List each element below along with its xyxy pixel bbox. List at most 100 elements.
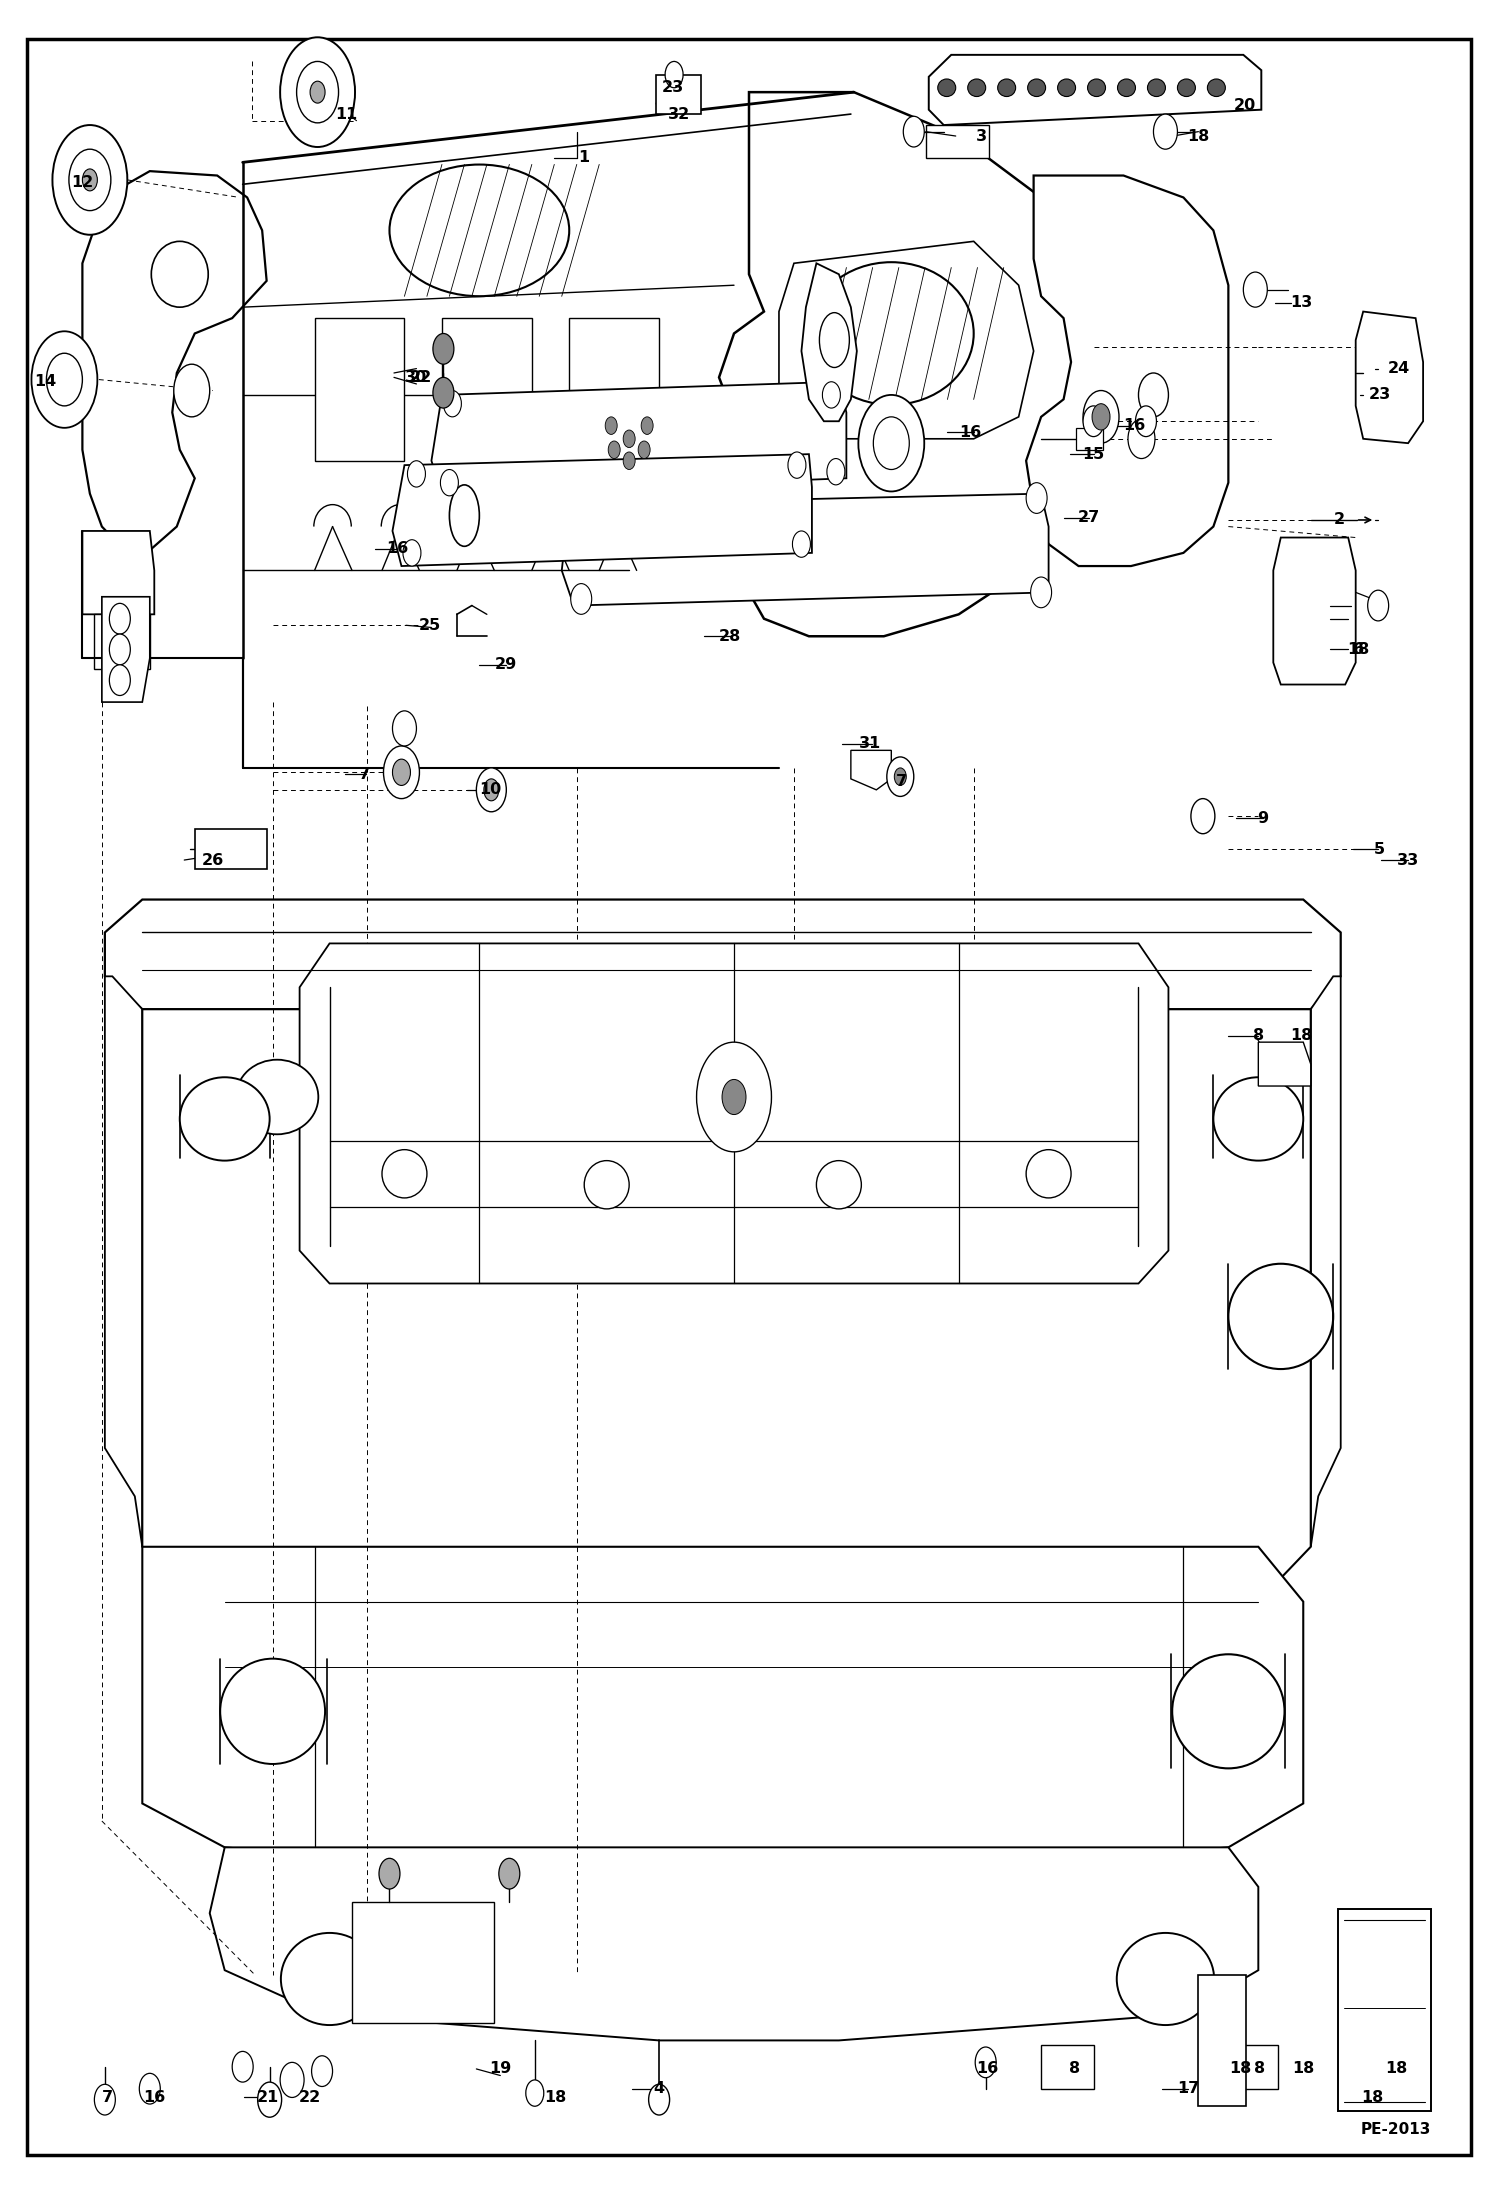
Text: 18: 18 <box>1291 1029 1312 1042</box>
Text: 18: 18 <box>1386 2062 1407 2076</box>
Polygon shape <box>210 1847 1258 2040</box>
Circle shape <box>1243 272 1267 307</box>
Polygon shape <box>562 494 1049 606</box>
Ellipse shape <box>1207 79 1225 97</box>
Ellipse shape <box>938 79 956 97</box>
Polygon shape <box>300 943 1168 1283</box>
Circle shape <box>858 395 924 491</box>
Ellipse shape <box>1116 1933 1213 2025</box>
Circle shape <box>297 61 339 123</box>
Circle shape <box>822 382 840 408</box>
Ellipse shape <box>819 314 849 369</box>
Circle shape <box>975 2047 996 2078</box>
Polygon shape <box>851 750 891 790</box>
Text: 19: 19 <box>490 2062 511 2076</box>
Text: 3: 3 <box>975 129 987 143</box>
Text: 16: 16 <box>1124 419 1144 432</box>
Text: 28: 28 <box>719 630 740 643</box>
Circle shape <box>788 452 806 478</box>
Text: 12: 12 <box>72 176 93 189</box>
Circle shape <box>649 2084 670 2115</box>
Polygon shape <box>926 125 989 158</box>
Circle shape <box>722 1079 746 1115</box>
Text: 26: 26 <box>202 853 223 867</box>
Polygon shape <box>1273 538 1356 685</box>
Text: 5: 5 <box>1374 842 1386 856</box>
Ellipse shape <box>1147 79 1165 97</box>
Text: 7: 7 <box>358 768 370 781</box>
Circle shape <box>1138 373 1168 417</box>
Circle shape <box>1083 391 1119 443</box>
Text: 10: 10 <box>479 783 500 796</box>
Ellipse shape <box>1213 1077 1303 1161</box>
Circle shape <box>665 61 683 88</box>
Polygon shape <box>142 1009 1311 1602</box>
Circle shape <box>903 116 924 147</box>
Bar <box>656 75 701 114</box>
Circle shape <box>1368 590 1389 621</box>
Circle shape <box>392 759 410 785</box>
Text: 16: 16 <box>144 2091 165 2104</box>
Text: 7: 7 <box>102 2091 114 2104</box>
Text: 4: 4 <box>653 2082 665 2095</box>
Text: 18: 18 <box>1293 2062 1314 2076</box>
Ellipse shape <box>180 1077 270 1161</box>
Circle shape <box>697 1042 771 1152</box>
Polygon shape <box>431 382 846 494</box>
Circle shape <box>623 430 635 448</box>
Circle shape <box>258 2082 282 2117</box>
Text: 33: 33 <box>1398 853 1419 867</box>
Circle shape <box>174 364 210 417</box>
Ellipse shape <box>382 1150 427 1198</box>
Ellipse shape <box>1228 1264 1333 1369</box>
Text: 27: 27 <box>1079 511 1100 524</box>
Circle shape <box>407 461 425 487</box>
Text: 18: 18 <box>1188 129 1209 143</box>
Bar <box>1338 1909 1431 2111</box>
Circle shape <box>433 377 454 408</box>
Circle shape <box>1026 483 1047 513</box>
Text: 29: 29 <box>496 658 517 671</box>
Text: 18: 18 <box>1362 2091 1383 2104</box>
Circle shape <box>887 757 914 796</box>
Circle shape <box>1191 799 1215 834</box>
Ellipse shape <box>1177 79 1195 97</box>
Bar <box>1076 428 1103 450</box>
Polygon shape <box>719 92 1094 636</box>
Text: 2: 2 <box>1333 513 1345 527</box>
Ellipse shape <box>1171 1654 1284 1768</box>
Text: 32: 32 <box>668 108 689 121</box>
Circle shape <box>484 779 499 801</box>
Circle shape <box>873 417 909 470</box>
Ellipse shape <box>1118 79 1135 97</box>
Text: 21: 21 <box>258 2091 279 2104</box>
Text: 17: 17 <box>1177 2082 1198 2095</box>
Circle shape <box>499 1858 520 1889</box>
Text: 6: 6 <box>1353 643 1365 656</box>
Circle shape <box>69 149 111 211</box>
Circle shape <box>46 353 82 406</box>
Text: 8: 8 <box>1252 1029 1264 1042</box>
Text: 11: 11 <box>336 108 357 121</box>
Circle shape <box>52 125 127 235</box>
Ellipse shape <box>1026 1150 1071 1198</box>
Circle shape <box>31 331 97 428</box>
Text: 23: 23 <box>662 81 683 94</box>
Bar <box>195 829 267 869</box>
Circle shape <box>440 470 458 496</box>
Ellipse shape <box>968 79 986 97</box>
Polygon shape <box>94 614 150 669</box>
Ellipse shape <box>220 1659 325 1764</box>
Text: 16: 16 <box>977 2062 998 2076</box>
Circle shape <box>232 2051 253 2082</box>
Ellipse shape <box>1028 79 1046 97</box>
Ellipse shape <box>235 1060 318 1134</box>
Ellipse shape <box>998 79 1016 97</box>
Text: 1: 1 <box>578 151 590 165</box>
Circle shape <box>310 81 325 103</box>
Circle shape <box>827 459 845 485</box>
Circle shape <box>392 711 416 746</box>
Circle shape <box>383 746 419 799</box>
Circle shape <box>1128 419 1155 459</box>
Circle shape <box>641 417 653 434</box>
